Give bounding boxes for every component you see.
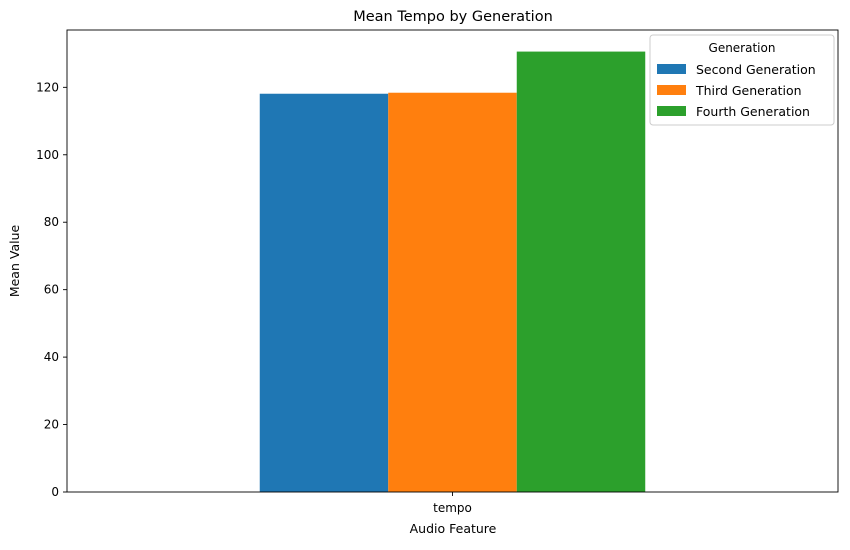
legend-item-label: Fourth Generation xyxy=(696,104,810,119)
y-tick-label: 40 xyxy=(44,350,59,364)
x-tick-label: tempo xyxy=(433,501,472,515)
axes-layer: 0 20 40 60 80 100 120 tempo xyxy=(36,29,839,515)
legend-title: Generation xyxy=(709,41,776,55)
y-axis-label: Mean Value xyxy=(7,225,22,298)
legend-swatch xyxy=(657,106,686,116)
y-tick-label: 0 xyxy=(51,485,59,499)
bar-fourth-generation xyxy=(516,51,646,492)
legend-item-label: Second Generation xyxy=(696,62,816,77)
y-tick-label: 20 xyxy=(44,418,59,432)
legend-item-label: Third Generation xyxy=(695,83,802,98)
legend-box xyxy=(649,34,835,126)
y-tick-label: 100 xyxy=(36,148,59,162)
legend-swatch xyxy=(657,64,686,74)
bar-third-generation xyxy=(388,92,517,492)
bars-layer xyxy=(259,51,646,492)
y-tick-label: 80 xyxy=(44,215,59,229)
x-axis-label: Audio Feature xyxy=(410,521,497,536)
y-tick-label: 120 xyxy=(36,80,59,94)
chart-title: Mean Tempo by Generation xyxy=(353,9,553,25)
bar-second-generation xyxy=(259,93,389,492)
y-tick-label: 60 xyxy=(44,283,59,297)
legend: Generation Second Generation Third Generat… xyxy=(649,34,835,126)
legend-swatch xyxy=(657,85,686,95)
